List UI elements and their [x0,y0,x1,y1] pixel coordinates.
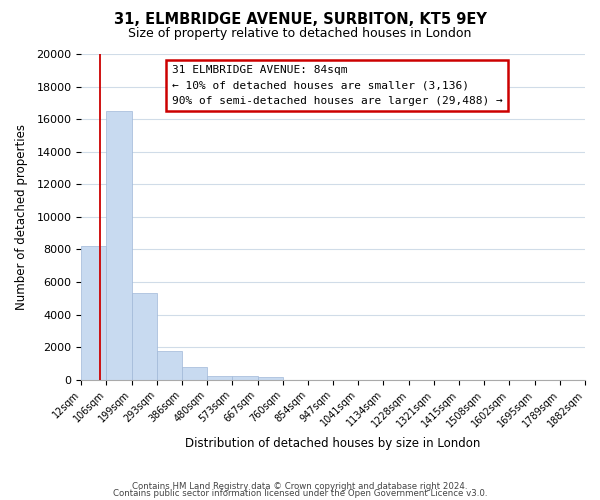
Y-axis label: Number of detached properties: Number of detached properties [15,124,28,310]
Bar [232,376,257,380]
X-axis label: Distribution of detached houses by size in London: Distribution of detached houses by size … [185,437,481,450]
Bar [182,368,207,380]
Text: 31, ELMBRIDGE AVENUE, SURBITON, KT5 9EY: 31, ELMBRIDGE AVENUE, SURBITON, KT5 9EY [113,12,487,28]
Bar [106,111,131,380]
Bar [131,294,157,380]
Text: Size of property relative to detached houses in London: Size of property relative to detached ho… [128,28,472,40]
Bar [157,351,182,380]
Text: 31 ELMBRIDGE AVENUE: 84sqm
← 10% of detached houses are smaller (3,136)
90% of s: 31 ELMBRIDGE AVENUE: 84sqm ← 10% of deta… [172,66,503,106]
Text: Contains HM Land Registry data © Crown copyright and database right 2024.: Contains HM Land Registry data © Crown c… [132,482,468,491]
Text: Contains public sector information licensed under the Open Government Licence v3: Contains public sector information licen… [113,489,487,498]
Bar [81,246,106,380]
Bar [257,378,283,380]
Bar [207,376,232,380]
